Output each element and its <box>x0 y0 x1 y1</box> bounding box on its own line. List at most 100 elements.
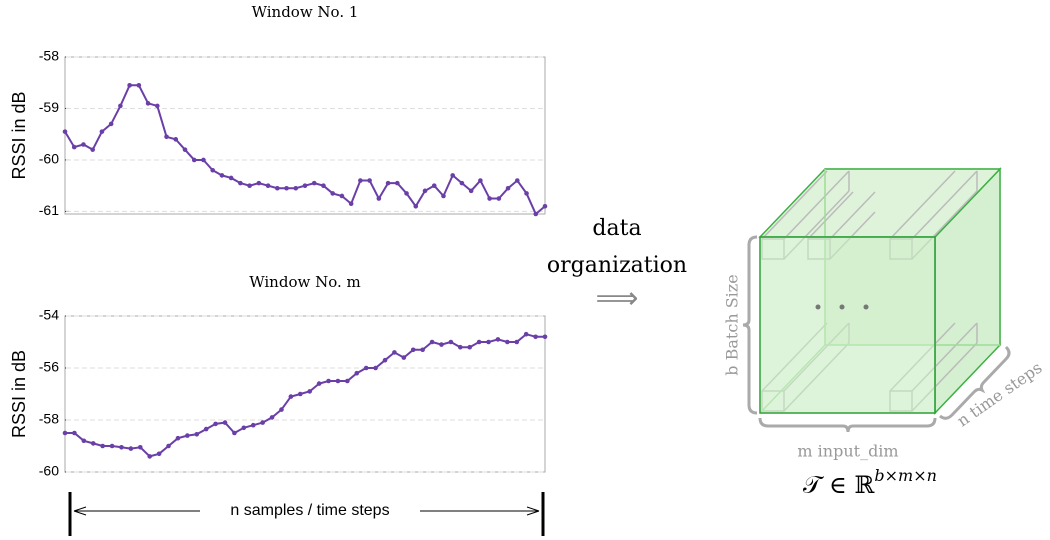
data-point <box>321 183 326 188</box>
data-point <box>496 337 501 342</box>
data-point <box>345 379 350 384</box>
data-point <box>364 366 369 371</box>
data-point <box>514 340 519 345</box>
data-point <box>377 196 382 201</box>
data-point <box>411 348 416 353</box>
ellipsis <box>840 305 845 310</box>
data-point <box>229 176 234 181</box>
data-point <box>81 142 86 147</box>
data-point <box>185 433 190 438</box>
data-point <box>166 444 171 449</box>
data-point <box>257 181 262 186</box>
data-point <box>505 340 510 345</box>
data-point <box>138 445 143 450</box>
input-label: m input_dim <box>797 442 898 461</box>
data-point <box>155 104 160 109</box>
data-point <box>543 204 548 209</box>
data-point <box>497 196 502 201</box>
data-point <box>289 394 294 399</box>
data-point <box>220 173 225 178</box>
data-point <box>524 191 529 196</box>
data-point <box>307 389 312 394</box>
data-point <box>279 407 284 412</box>
y-tick-label: -58 <box>39 411 59 427</box>
data-point <box>420 348 425 353</box>
data-point <box>543 335 548 340</box>
ellipsis <box>816 305 821 310</box>
data-point <box>100 444 105 449</box>
arrow-label: organization <box>547 253 687 278</box>
data-point <box>358 178 363 183</box>
data-point <box>354 371 359 376</box>
data-point <box>213 422 218 427</box>
data-point <box>63 431 68 436</box>
data-point <box>164 134 169 139</box>
data-point <box>204 427 209 432</box>
data-point <box>127 83 132 88</box>
data-point <box>450 173 455 178</box>
data-point <box>72 431 77 436</box>
data-point <box>467 345 472 350</box>
data-point <box>413 204 418 209</box>
data-point <box>477 340 482 345</box>
data-point <box>100 129 105 134</box>
y-tick-label: -54 <box>39 307 59 323</box>
data-point <box>533 212 538 217</box>
data-point <box>284 186 289 191</box>
formula: 𝒯 ∈ ℝb×m×n <box>803 466 937 499</box>
data-point <box>82 439 87 444</box>
y-tick-label: -56 <box>39 359 59 375</box>
data-point <box>441 194 446 199</box>
data-point <box>340 194 345 199</box>
chart-title: Window No. 1 <box>252 3 359 21</box>
data-point <box>194 432 199 437</box>
batch-label: b Batch Size <box>723 274 742 375</box>
data-point <box>110 444 115 449</box>
data-point <box>469 189 474 194</box>
y-axis-label: RSSI in dB <box>9 350 29 438</box>
data-point <box>270 415 275 420</box>
data-point <box>367 178 372 183</box>
data-point <box>157 452 162 457</box>
data-point <box>506 186 511 191</box>
data-point <box>146 101 151 106</box>
y-tick-label: -59 <box>39 99 59 115</box>
tensor-cube <box>760 169 1000 413</box>
data-point <box>238 181 243 186</box>
chart-title: Window No. m <box>249 273 361 291</box>
data-point <box>266 183 271 188</box>
data-point <box>72 145 77 150</box>
data-point <box>432 183 437 188</box>
formula-exponent: b×m×n <box>874 466 937 485</box>
data-point <box>293 186 298 191</box>
cube-front <box>760 237 935 413</box>
data-point <box>90 147 95 152</box>
ellipsis <box>864 305 869 310</box>
data-point <box>232 431 237 436</box>
data-point <box>423 189 428 194</box>
data-point <box>247 183 252 188</box>
data-point <box>449 340 454 345</box>
data-point <box>533 335 538 340</box>
brace <box>743 237 757 413</box>
data-point <box>173 137 178 142</box>
data-point <box>176 436 181 441</box>
arrow: ⟹ <box>595 282 638 315</box>
arrow-label: data <box>592 216 641 241</box>
data-point <box>317 381 322 386</box>
y-axis-label: RSSI in dB <box>9 91 29 179</box>
formula-base: 𝒯 ∈ ℝ <box>803 471 875 499</box>
y-tick-label: -61 <box>39 202 59 218</box>
data-point <box>147 454 152 459</box>
data-point <box>486 340 491 345</box>
y-tick-label: -60 <box>39 151 59 167</box>
data-point <box>91 441 96 446</box>
data-point <box>330 191 335 196</box>
data-point <box>109 122 114 127</box>
data-point <box>183 147 188 152</box>
data-point <box>404 191 409 196</box>
data-point <box>129 446 134 451</box>
data-point <box>478 178 483 183</box>
data-point <box>242 426 247 431</box>
data-point <box>192 158 197 163</box>
